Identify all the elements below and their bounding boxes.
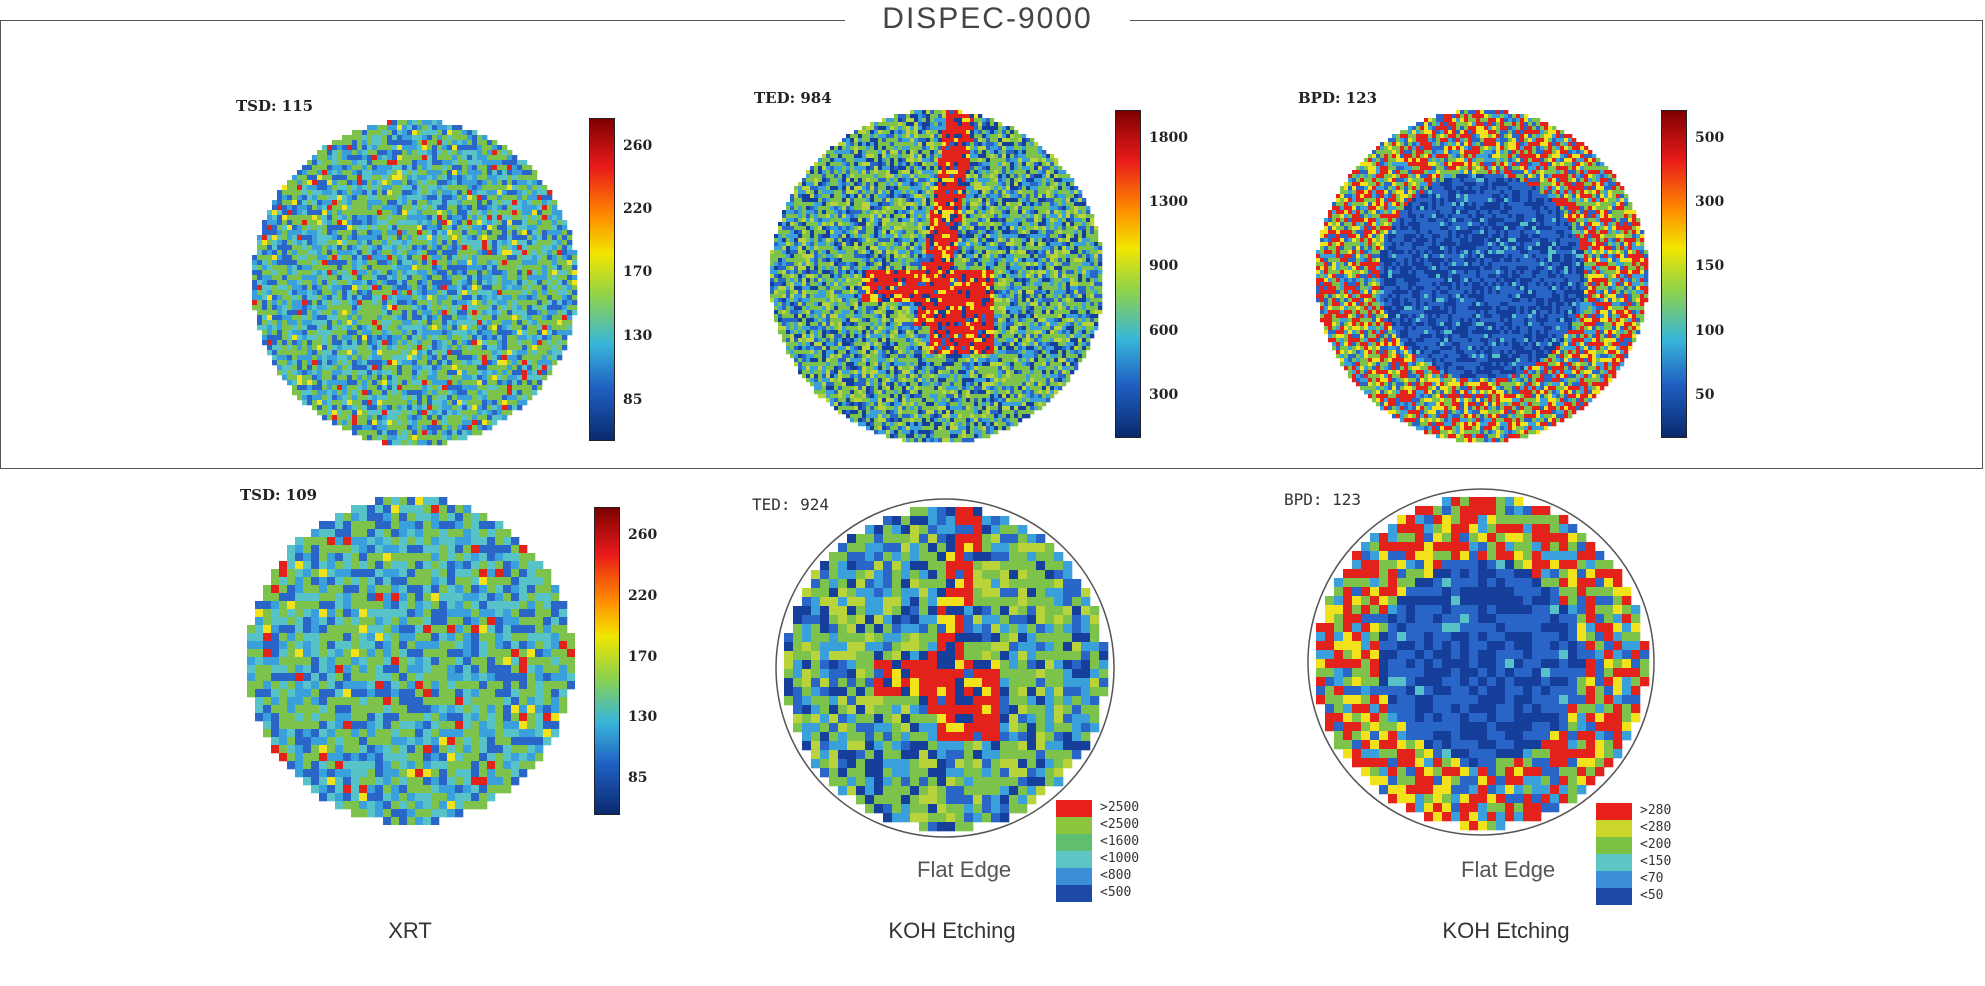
caption-koh-bpd: KOH Etching bbox=[1442, 918, 1570, 943]
scale-tick: 260 bbox=[623, 138, 653, 154]
wafer-map-ted bbox=[770, 110, 1103, 443]
scale-tick: 600 bbox=[1149, 323, 1179, 339]
legend-swatch bbox=[1596, 837, 1632, 854]
scale-tick: 1300 bbox=[1149, 194, 1188, 210]
bpd-label: BPD: 123 bbox=[1298, 89, 1378, 107]
color-scale-bar bbox=[589, 118, 615, 441]
scale-tick: 85 bbox=[623, 392, 643, 408]
scale-tick: 260 bbox=[628, 527, 658, 543]
wafer-map-bpd-koh bbox=[1307, 488, 1655, 836]
ted2-label: TED: 924 bbox=[752, 495, 830, 514]
legend-label: <500 bbox=[1100, 885, 1132, 900]
legend-swatch bbox=[1056, 834, 1092, 851]
legend-label: <280 bbox=[1640, 820, 1672, 835]
legend-swatch bbox=[1596, 871, 1632, 888]
legend-label: <200 bbox=[1640, 837, 1672, 852]
wafer-cells bbox=[1316, 110, 1649, 443]
legend-label: <150 bbox=[1640, 854, 1672, 869]
legend-label: <1000 bbox=[1100, 851, 1140, 866]
wafer-map-bpd bbox=[1316, 110, 1649, 443]
wafer-map-tsd-xrt bbox=[247, 497, 575, 825]
legend-swatch bbox=[1596, 888, 1632, 905]
legend-swatch bbox=[1056, 885, 1092, 902]
wafer-cells bbox=[784, 507, 1109, 832]
scale-tick: 300 bbox=[1695, 194, 1725, 210]
tsd2-label: TSD: 109 bbox=[240, 486, 318, 504]
wafer-cells bbox=[1316, 497, 1650, 831]
legend-label: >2500 bbox=[1100, 800, 1140, 815]
scale-tick: 1800 bbox=[1149, 130, 1188, 146]
legend-label: <2500 bbox=[1100, 817, 1140, 832]
wafer-cells bbox=[247, 497, 575, 825]
wafer-cells bbox=[252, 120, 578, 446]
scale-tick: 170 bbox=[623, 264, 653, 280]
wafer-map-tsd bbox=[252, 120, 578, 446]
scale-tick: 900 bbox=[1149, 258, 1179, 274]
color-scale-bar bbox=[1661, 110, 1687, 438]
tsd-label: TSD: 115 bbox=[236, 97, 314, 115]
legend-label: <1600 bbox=[1100, 834, 1140, 849]
scale-tick: 130 bbox=[623, 328, 653, 344]
flat-edge-label: Flat Edge bbox=[1461, 857, 1556, 882]
legend-swatch bbox=[1596, 803, 1632, 820]
legend-label: <70 bbox=[1640, 871, 1664, 886]
scale-tick: 500 bbox=[1695, 130, 1725, 146]
legend-swatch bbox=[1596, 820, 1632, 837]
scale-tick: 220 bbox=[628, 588, 658, 604]
legend-swatch bbox=[1056, 868, 1092, 885]
wafer-cells bbox=[770, 110, 1103, 443]
scale-tick: 150 bbox=[1695, 258, 1725, 274]
scale-tick: 50 bbox=[1695, 387, 1715, 403]
wafer-outline bbox=[775, 498, 1115, 838]
scale-tick: 170 bbox=[628, 649, 658, 665]
scale-tick: 300 bbox=[1149, 387, 1179, 403]
flat-edge-label: Flat Edge bbox=[917, 857, 1012, 882]
legend-label: >280 bbox=[1640, 803, 1672, 818]
legend-label: <50 bbox=[1640, 888, 1664, 903]
caption-koh-ted: KOH Etching bbox=[888, 918, 1016, 943]
scale-tick: 100 bbox=[1695, 323, 1725, 339]
color-scale-bar bbox=[594, 507, 620, 815]
wafer-map-ted-koh bbox=[775, 498, 1115, 838]
wafer-outline bbox=[1307, 488, 1655, 836]
legend-swatch bbox=[1056, 817, 1092, 834]
legend-swatch bbox=[1056, 800, 1092, 817]
ted-label: TED: 984 bbox=[754, 89, 832, 107]
bpd2-label: BPD: 123 bbox=[1284, 490, 1362, 509]
legend-swatch bbox=[1056, 851, 1092, 868]
scale-tick: 85 bbox=[628, 770, 648, 786]
scale-tick: 130 bbox=[628, 709, 658, 725]
color-scale-bar bbox=[1115, 110, 1141, 438]
caption-xrt: XRT bbox=[388, 918, 432, 943]
legend-swatch bbox=[1596, 854, 1632, 871]
page-title: DISPEC-9000 bbox=[845, 0, 1130, 40]
legend-label: <800 bbox=[1100, 868, 1132, 883]
scale-tick: 220 bbox=[623, 201, 653, 217]
